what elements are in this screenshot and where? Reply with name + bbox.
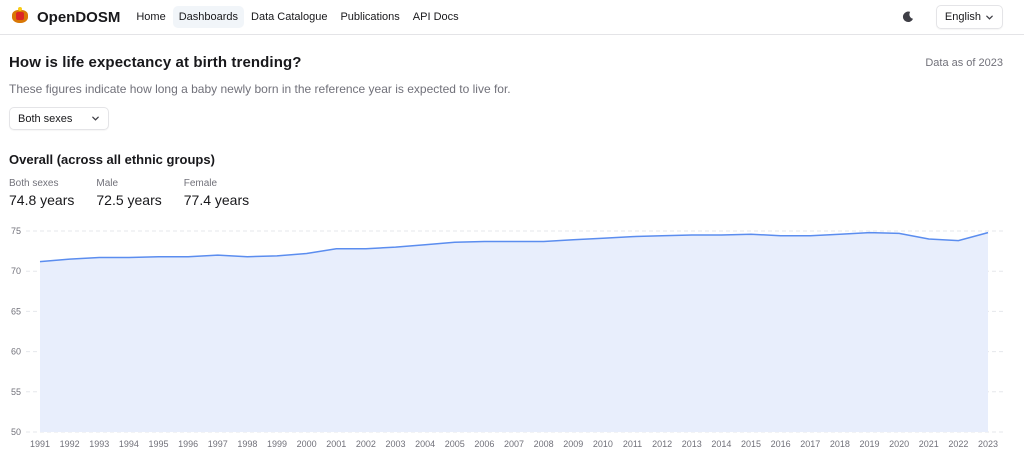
y-tick-label: 55	[11, 387, 21, 397]
y-tick-label: 50	[11, 427, 21, 437]
x-tick-label: 1991	[30, 439, 50, 449]
nav-link-dashboards[interactable]: Dashboards	[172, 6, 245, 28]
x-tick-label: 1993	[89, 439, 109, 449]
nav-link-home[interactable]: Home	[136, 11, 166, 23]
x-tick-label: 2014	[711, 439, 731, 449]
x-tick-label: 2002	[356, 439, 376, 449]
moon-icon[interactable]	[901, 10, 915, 24]
sex-filter-value: Both sexes	[18, 112, 73, 125]
x-tick-label: 2016	[771, 439, 791, 449]
stat-value: 74.8 years	[9, 192, 75, 208]
x-tick-label: 2022	[948, 439, 968, 449]
stat-label: Both sexes	[9, 178, 59, 189]
x-tick-label: 1992	[60, 439, 80, 449]
y-tick-label: 70	[11, 266, 21, 276]
x-tick-label: 2023	[978, 439, 998, 449]
y-tick-label: 75	[11, 226, 21, 236]
x-tick-label: 2004	[415, 439, 435, 449]
brand-name: OpenDOSM	[37, 8, 121, 26]
x-tick-label: 2021	[919, 439, 939, 449]
chart-x-axis: 1991 1992 1993 1994 1995 1996 1997 1998 1999 2000…	[30, 439, 998, 449]
nav-link-data-catalogue[interactable]: Data Catalogue	[251, 11, 328, 23]
page-title: How is life expectancy at birth trending…	[9, 54, 302, 71]
x-tick-label: 2019	[859, 439, 879, 449]
x-tick-label: 2007	[504, 439, 524, 449]
x-tick-label: 2009	[563, 439, 583, 449]
stat-female: Female 77.4 years	[184, 178, 249, 208]
x-tick-label: 2003	[385, 439, 405, 449]
y-tick-label: 65	[11, 306, 21, 316]
stat-label: Male	[96, 178, 119, 189]
sex-filter-dropdown[interactable]: Both sexes	[9, 107, 109, 130]
nav-link-publications[interactable]: Publications	[340, 11, 400, 23]
chevron-down-icon	[92, 116, 99, 121]
navbar: OpenDOSM Home Dashboards Data Catalogue …	[0, 0, 1024, 35]
stat-value: 72.5 years	[96, 192, 162, 208]
x-tick-label: 1998	[237, 439, 257, 449]
section-title: Overall (across all ethnic groups)	[9, 152, 215, 167]
x-tick-label: 2020	[889, 439, 909, 449]
x-tick-label: 2017	[800, 439, 820, 449]
x-tick-label: 2011	[623, 439, 642, 449]
y-tick-label: 60	[11, 347, 21, 357]
x-tick-label: 2010	[593, 439, 613, 449]
language-label: English	[944, 11, 981, 23]
chart-y-axis: 50 55 60 65 70 75	[11, 226, 21, 437]
x-tick-label: 2005	[445, 439, 465, 449]
language-dropdown[interactable]: English	[935, 5, 1003, 29]
chevron-down-icon	[986, 15, 993, 20]
x-tick-label: 1996	[178, 439, 198, 449]
stat-label: Female	[183, 178, 218, 189]
x-tick-label: 2006	[474, 439, 494, 449]
x-tick-label: 1995	[148, 439, 168, 449]
x-tick-label: 2015	[741, 439, 761, 449]
stat-both-sexes: Both sexes 74.8 years	[9, 178, 74, 208]
x-tick-label: 1994	[119, 439, 139, 449]
data-as-of-label: Data as of 2023	[925, 57, 1003, 69]
x-tick-label: 2013	[682, 439, 702, 449]
nav-links: Home Dashboards Data Catalogue Publicati…	[130, 6, 465, 28]
stat-male: Male 72.5 years	[96, 178, 161, 208]
x-tick-label: 2018	[830, 439, 850, 449]
x-tick-label: 2008	[534, 439, 554, 449]
nav-link-api-docs[interactable]: API Docs	[412, 11, 459, 23]
chart-line	[39, 231, 989, 263]
nav-right: English	[901, 5, 1003, 29]
page-description: These figures indicate how long a baby n…	[9, 82, 511, 96]
brand-home-link[interactable]: OpenDOSM	[9, 7, 121, 26]
dosm-logo-icon	[9, 7, 31, 25]
chart-area	[40, 232, 988, 432]
x-tick-label: 2000	[297, 439, 317, 449]
stat-value: 77.4 years	[183, 192, 250, 208]
stats-row: Both sexes 74.8 years Male 72.5 years Fe…	[9, 178, 271, 208]
x-tick-label: 2001	[326, 439, 346, 449]
x-tick-label: 1997	[208, 439, 228, 449]
x-tick-label: 2012	[652, 439, 672, 449]
x-tick-label: 1999	[267, 439, 287, 449]
